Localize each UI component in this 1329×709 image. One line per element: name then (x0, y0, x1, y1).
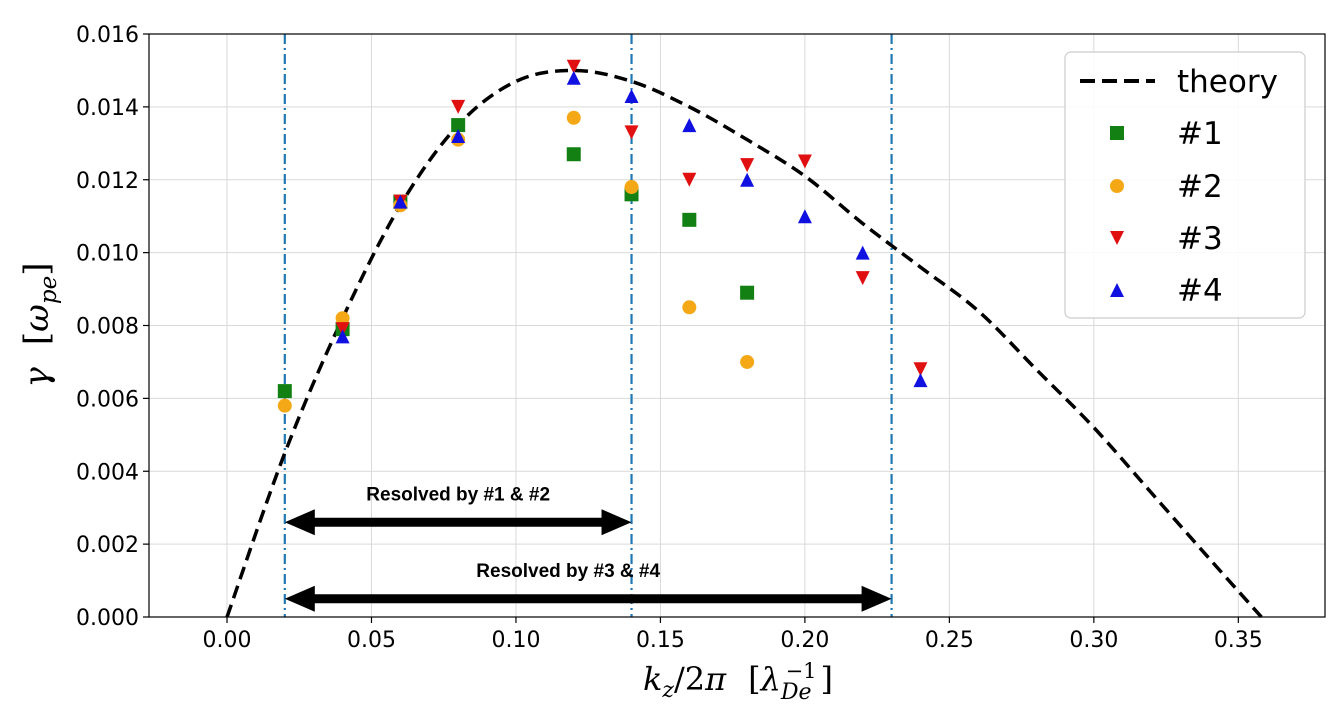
series-1-point (740, 285, 755, 300)
series-2-point (277, 398, 292, 413)
y-tick-label: 0.002 (76, 533, 139, 558)
x-tick-label: 0.35 (1214, 628, 1263, 653)
resolution-limit-lines (283, 34, 893, 617)
x-tick-label: 0.00 (203, 628, 252, 653)
series-4-point (855, 245, 870, 260)
legend-label: #1 (1177, 116, 1223, 152)
arrow-head-right (861, 585, 892, 612)
series-4-point (393, 194, 408, 209)
legend-marker-2 (1110, 179, 1124, 193)
arrow-head-left (284, 585, 315, 612)
y-tick-label: 0.004 (76, 460, 139, 485)
theory-curve (225, 68, 1263, 619)
legend-marker-1 (1110, 126, 1124, 140)
series-4-point (797, 209, 812, 224)
series-2 (277, 110, 755, 413)
series-1-point (277, 384, 292, 399)
series-4-point (566, 70, 581, 85)
x-tick-label: 0.05 (347, 628, 396, 653)
series-3-point (451, 99, 466, 114)
series-4-point (335, 329, 350, 344)
series-3-point (913, 362, 928, 377)
legend-label: #4 (1177, 273, 1223, 309)
legend-marker-3 (1110, 231, 1124, 245)
series-3-point (797, 154, 812, 169)
y-tick-label: 0.000 (76, 606, 139, 631)
series-2-point (566, 110, 581, 125)
y-tick-label: 0.012 (76, 169, 139, 194)
legend-label: theory (1177, 64, 1278, 100)
legend: theory #1 #2 #3 #4 (1064, 51, 1306, 319)
series-3-point (566, 59, 581, 74)
legend-label: #2 (1177, 169, 1223, 205)
series-3 (335, 59, 928, 377)
x-tick-label: 0.10 (491, 628, 540, 653)
legend-label: #3 (1177, 221, 1223, 257)
y-tick-label: 0.014 (76, 96, 139, 121)
series-2-point (624, 180, 639, 195)
series-3-point (335, 322, 350, 337)
x-axis-label: kz/2π [λDe−1] (643, 659, 833, 705)
x-tick-label: 0.20 (780, 628, 829, 653)
axis-ticks: 0.00 0.05 0.10 0.15 0.20 0.25 0.30 0.35 0.000 0.0… (76, 23, 1263, 653)
theory-curve-layer (225, 68, 1263, 619)
y-tick-label: 0.016 (76, 23, 139, 48)
series-1-point (566, 147, 581, 162)
series-4-point (624, 88, 639, 103)
series-4-point (451, 129, 466, 144)
y-tick-label: 0.008 (76, 315, 139, 340)
series-1-point (682, 212, 697, 227)
resolution-arrow-1: Resolved by #1 & #2 (284, 484, 632, 536)
x-tick-label: 0.30 (1069, 628, 1118, 653)
series-4 (335, 70, 928, 388)
series-2-point (335, 311, 350, 326)
series-1-point (451, 118, 466, 133)
series-4-point (913, 373, 928, 388)
series-3-point (624, 125, 639, 140)
series-3-point (740, 158, 755, 173)
resolution-label: Resolved by #1 & #2 (366, 484, 550, 505)
annotations: Resolved by #1 & #2 Resolved by #3 & #4 (284, 484, 892, 612)
legend-marker-4 (1110, 283, 1124, 297)
legend-items: theory #1 #2 #3 #4 (1080, 64, 1278, 309)
y-axis-label: γ[ωpe] (17, 263, 62, 388)
legend-box (1064, 51, 1306, 319)
series-3-point (855, 271, 870, 286)
series-4-point (740, 172, 755, 187)
arrow-head-right (601, 509, 632, 536)
series-3-point (682, 172, 697, 187)
x-tick-label: 0.15 (636, 628, 685, 653)
y-tick-label: 0.010 (76, 242, 139, 267)
data-markers (277, 59, 928, 413)
resolution-label: Resolved by #3 & #4 (476, 561, 660, 582)
series-2-point (740, 354, 755, 369)
series-2-point (682, 300, 697, 315)
x-tick-label: 0.25 (925, 628, 974, 653)
series-4-point (682, 118, 697, 133)
y-tick-label: 0.006 (76, 387, 139, 412)
resolution-arrow-2: Resolved by #3 & #4 (284, 561, 892, 612)
arrow-head-left (284, 509, 315, 536)
